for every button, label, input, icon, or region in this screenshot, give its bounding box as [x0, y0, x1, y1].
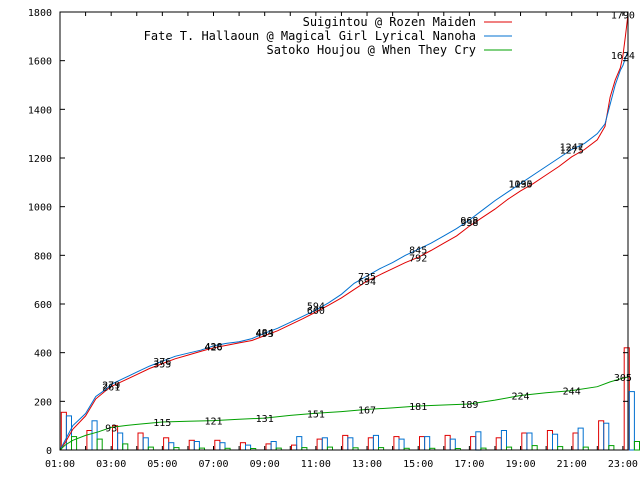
- data-label: 600: [307, 306, 325, 317]
- hourly-bar: [628, 391, 635, 451]
- data-label: 1095: [508, 180, 532, 191]
- y-tick-label: 1200: [28, 154, 52, 165]
- y-tick-label: 1800: [28, 8, 52, 19]
- y-tick-label: 600: [34, 300, 52, 311]
- data-label: 93: [105, 423, 117, 434]
- data-label: 305: [614, 373, 632, 384]
- y-tick-label: 800: [34, 251, 52, 262]
- data-label: 279: [102, 380, 120, 391]
- y-tick-label: 0: [46, 446, 52, 457]
- x-tick-label: 09:00: [250, 459, 280, 470]
- y-tick-label: 1600: [28, 57, 52, 68]
- data-label: 244: [563, 387, 581, 398]
- x-tick-label: 19:00: [505, 459, 535, 470]
- data-label: 426: [204, 342, 222, 353]
- x-tick-label: 13:00: [352, 459, 382, 470]
- data-label: 1275: [560, 146, 584, 157]
- data-label: 484: [256, 328, 274, 339]
- legend-label: Fate T. Hallaoun @ Magical Girl Lyrical …: [144, 29, 476, 43]
- x-tick-label: 05:00: [147, 459, 177, 470]
- data-label: 224: [511, 392, 529, 403]
- series-line: [59, 376, 629, 451]
- legend-label: Satoko Houjou @ When They Cry: [266, 43, 476, 57]
- legend-label: Suigintou @ Rozen Maiden: [303, 15, 476, 29]
- x-tick-label: 01:00: [45, 459, 75, 470]
- data-label: 938: [460, 218, 478, 229]
- y-tick-label: 400: [34, 349, 52, 360]
- data-label: 735: [358, 272, 376, 283]
- y-tick-label: 1400: [28, 105, 52, 116]
- x-tick-label: 07:00: [198, 459, 228, 470]
- data-label: 189: [460, 400, 478, 411]
- data-label: 792: [409, 253, 427, 264]
- data-label: 438: [204, 342, 222, 353]
- plot-frame: [59, 11, 629, 451]
- data-label: 968: [460, 216, 478, 227]
- data-label: 376: [153, 357, 171, 368]
- data-label: 1130: [508, 180, 532, 191]
- data-label: 493: [256, 329, 274, 340]
- y-tick-label: 1000: [28, 203, 52, 214]
- data-label: 121: [204, 417, 222, 428]
- x-tick-label: 21:00: [557, 459, 587, 470]
- x-tick-label: 03:00: [96, 459, 126, 470]
- x-tick-label: 11:00: [301, 459, 331, 470]
- series-line: [59, 50, 629, 451]
- data-label: 355: [153, 360, 171, 371]
- cumulative-lines: [59, 14, 629, 451]
- data-label: 1624: [611, 51, 635, 62]
- axis-ticks: 0 200 400 600 800 1000 1200 1400 1600 1800 01:00 03…: [28, 8, 638, 470]
- data-label: 131: [256, 414, 274, 425]
- x-tick-label: 17:00: [454, 459, 484, 470]
- data-labels: 2613554264845946947929381095124717902793…: [102, 10, 635, 434]
- data-label: 845: [409, 245, 427, 256]
- x-tick-label: 15:00: [403, 459, 433, 470]
- y-tick-label: 200: [34, 397, 52, 408]
- data-label: 1247: [560, 143, 584, 154]
- data-label: 694: [358, 277, 376, 288]
- x-tick-label: 23:00: [608, 459, 638, 470]
- data-label: 261: [102, 383, 120, 394]
- data-label: 594: [307, 302, 325, 313]
- data-label: 115: [153, 418, 171, 429]
- series-line: [59, 14, 629, 451]
- data-label: 181: [409, 402, 427, 413]
- data-label: 167: [358, 405, 376, 416]
- data-label: 151: [307, 409, 325, 420]
